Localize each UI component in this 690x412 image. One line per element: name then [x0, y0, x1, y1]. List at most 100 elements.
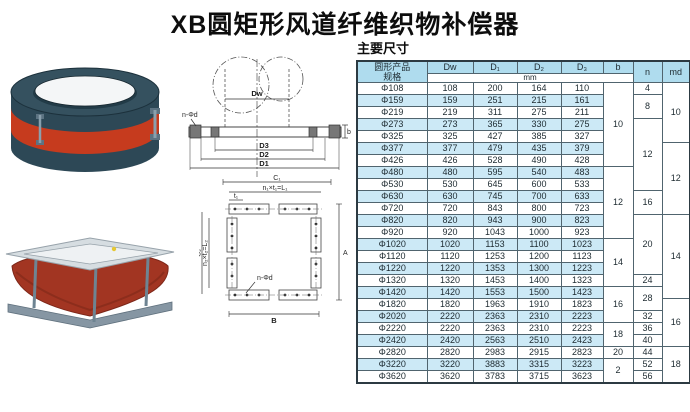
dim-cell: 1820: [426, 298, 474, 311]
dim-cell: 1453: [472, 274, 518, 287]
dim-cell: 483: [560, 166, 604, 179]
dim-cell: 1000: [516, 226, 562, 239]
rectangular-flange-drawing: C₁ n₁×t₁=L₁ t₁: [196, 175, 349, 325]
circular-flange-drawing: Dw n-Φd b D3 D2: [182, 56, 351, 177]
dim-cell: 943: [472, 214, 518, 227]
md-cell: 10: [661, 82, 690, 143]
table-row: Φ377 377 479 435 379 12: [356, 142, 690, 215]
n-cell: 40: [632, 334, 663, 347]
dim-cell: 745: [472, 190, 518, 203]
dim-cell: 275: [516, 106, 562, 119]
dim-label-t1: t₁: [234, 193, 239, 200]
dim-cell: 311: [472, 106, 518, 119]
dim-cell: 490: [516, 154, 562, 167]
dim-cell: 1253: [472, 250, 518, 263]
n-cell: 32: [632, 310, 663, 323]
spec-cell: Φ720: [356, 202, 428, 215]
table-row: Φ108 108 200 164 110 10 4 10: [356, 82, 690, 167]
spec-cell: Φ219: [356, 106, 428, 119]
b-cell: 10: [602, 82, 634, 167]
dim-cell: 1220: [426, 262, 474, 275]
dim-label-left-pitch: n₂×t₂=L₂: [202, 240, 209, 266]
dim-cell: 645: [472, 178, 518, 191]
dim-cell: 843: [472, 202, 518, 215]
dim-cell: 2363: [472, 322, 518, 335]
col-header-d1: D₁: [472, 60, 518, 74]
dim-cell: 2510: [516, 334, 562, 347]
dim-cell: 428: [560, 154, 604, 167]
dim-cell: 3223: [560, 358, 604, 371]
page-title: XB圆矩形风道纤维织物补偿器: [170, 11, 520, 39]
dim-cell: 211: [560, 106, 604, 119]
dim-cell: 435: [516, 142, 562, 155]
table-row: Φ1120 1120 1253 1200 1123: [356, 250, 690, 263]
col-header-product: 圆形产品 规格: [356, 60, 428, 83]
table-row: Φ2020 2220 2363 2310 2223 32: [356, 310, 690, 323]
dim-label-b: b: [347, 129, 351, 136]
dim-cell: 2420: [426, 334, 474, 347]
dim-cell: 595: [472, 166, 518, 179]
rectangular-compensator-image: [5, 237, 175, 329]
diagram-rectangular-flange: C₁ n₁×t₁=L₁ t₁: [196, 172, 353, 335]
table-row: Φ159 159 251 215 161 8: [356, 94, 690, 119]
dim-cell: 600: [516, 178, 562, 191]
dim-label-d1: D1: [259, 159, 269, 168]
b-cell: 2: [602, 358, 634, 384]
spec-cell: Φ820: [356, 214, 428, 227]
dim-cell: 161: [560, 94, 604, 107]
dim-cell: 823: [560, 214, 604, 227]
spec-cell: Φ159: [356, 94, 428, 107]
b-cell: 18: [602, 322, 634, 347]
dim-cell: 1023: [560, 238, 604, 251]
spec-cell: Φ426: [356, 154, 428, 167]
dim-cell: 3715: [516, 370, 562, 384]
dim-label-bolt-holes: n-Φd: [182, 112, 198, 119]
dim-cell: 3623: [560, 370, 604, 384]
dim-cell: 1353: [472, 262, 518, 275]
spec-cell: Φ273: [356, 118, 428, 131]
dim-cell: 2563: [472, 334, 518, 347]
col-header-n: n: [632, 60, 663, 83]
col-header-dw: Dw: [426, 60, 474, 74]
n-cell: 52: [632, 358, 663, 371]
table-row: Φ2220 2220 2363 2310 2223 18 36: [356, 322, 690, 347]
dim-cell: 1320: [426, 274, 474, 287]
dim-cell: 2363: [472, 310, 518, 323]
table-title: 主要尺寸: [357, 41, 410, 56]
dim-cell: 533: [560, 178, 604, 191]
dim-cell: 1963: [472, 298, 518, 311]
dim-cell: 2423: [560, 334, 604, 347]
spec-cell: Φ325: [356, 130, 428, 143]
n-cell: 20: [632, 214, 663, 275]
dim-cell: 900: [516, 214, 562, 227]
dim-cell: 200: [472, 82, 518, 95]
col-header-md: md: [661, 60, 690, 83]
dim-cell: 1120: [426, 250, 474, 263]
table-row: Φ480 480 595 540 483 12: [356, 166, 690, 239]
spec-cell: Φ1420: [356, 286, 428, 299]
dim-cell: 630: [426, 190, 474, 203]
dim-cell: 720: [426, 202, 474, 215]
dim-cell: 923: [560, 226, 604, 239]
table-row: Φ630 630 745 700 633 16: [356, 190, 690, 215]
spec-cell: Φ1320: [356, 274, 428, 287]
dim-cell: 1323: [560, 274, 604, 287]
spec-cell: Φ3220: [356, 358, 428, 371]
table-row: Φ1820 1820 1963 1910 1823 16: [356, 298, 690, 347]
table-row: Φ3620 3620 3783 3715 3623 56: [356, 370, 690, 384]
spec-cell: Φ1220: [356, 262, 428, 275]
table-row: Φ426 426 528 490 428: [356, 154, 690, 167]
spec-cell: Φ480: [356, 166, 428, 179]
dim-cell: 251: [472, 94, 518, 107]
n-cell: 24: [632, 274, 663, 287]
dim-cell: 633: [560, 190, 604, 203]
dim-cell: 2915: [516, 346, 562, 359]
md-cell: 14: [661, 214, 690, 299]
dimensions-section: 主要尺寸 圆形产品 规格 Dw D₁ D₂ D₃ b n md mm: [356, 38, 690, 384]
col-header-b: b: [602, 60, 634, 74]
dim-cell: 2223: [560, 310, 604, 323]
spec-table-header: 圆形产品 规格 Dw D₁ D₂ D₃ b n md mm: [356, 60, 690, 83]
spec-cell: Φ920: [356, 226, 428, 239]
spec-cell: Φ2820: [356, 346, 428, 359]
table-row: Φ530 530 645 600 533: [356, 178, 690, 191]
